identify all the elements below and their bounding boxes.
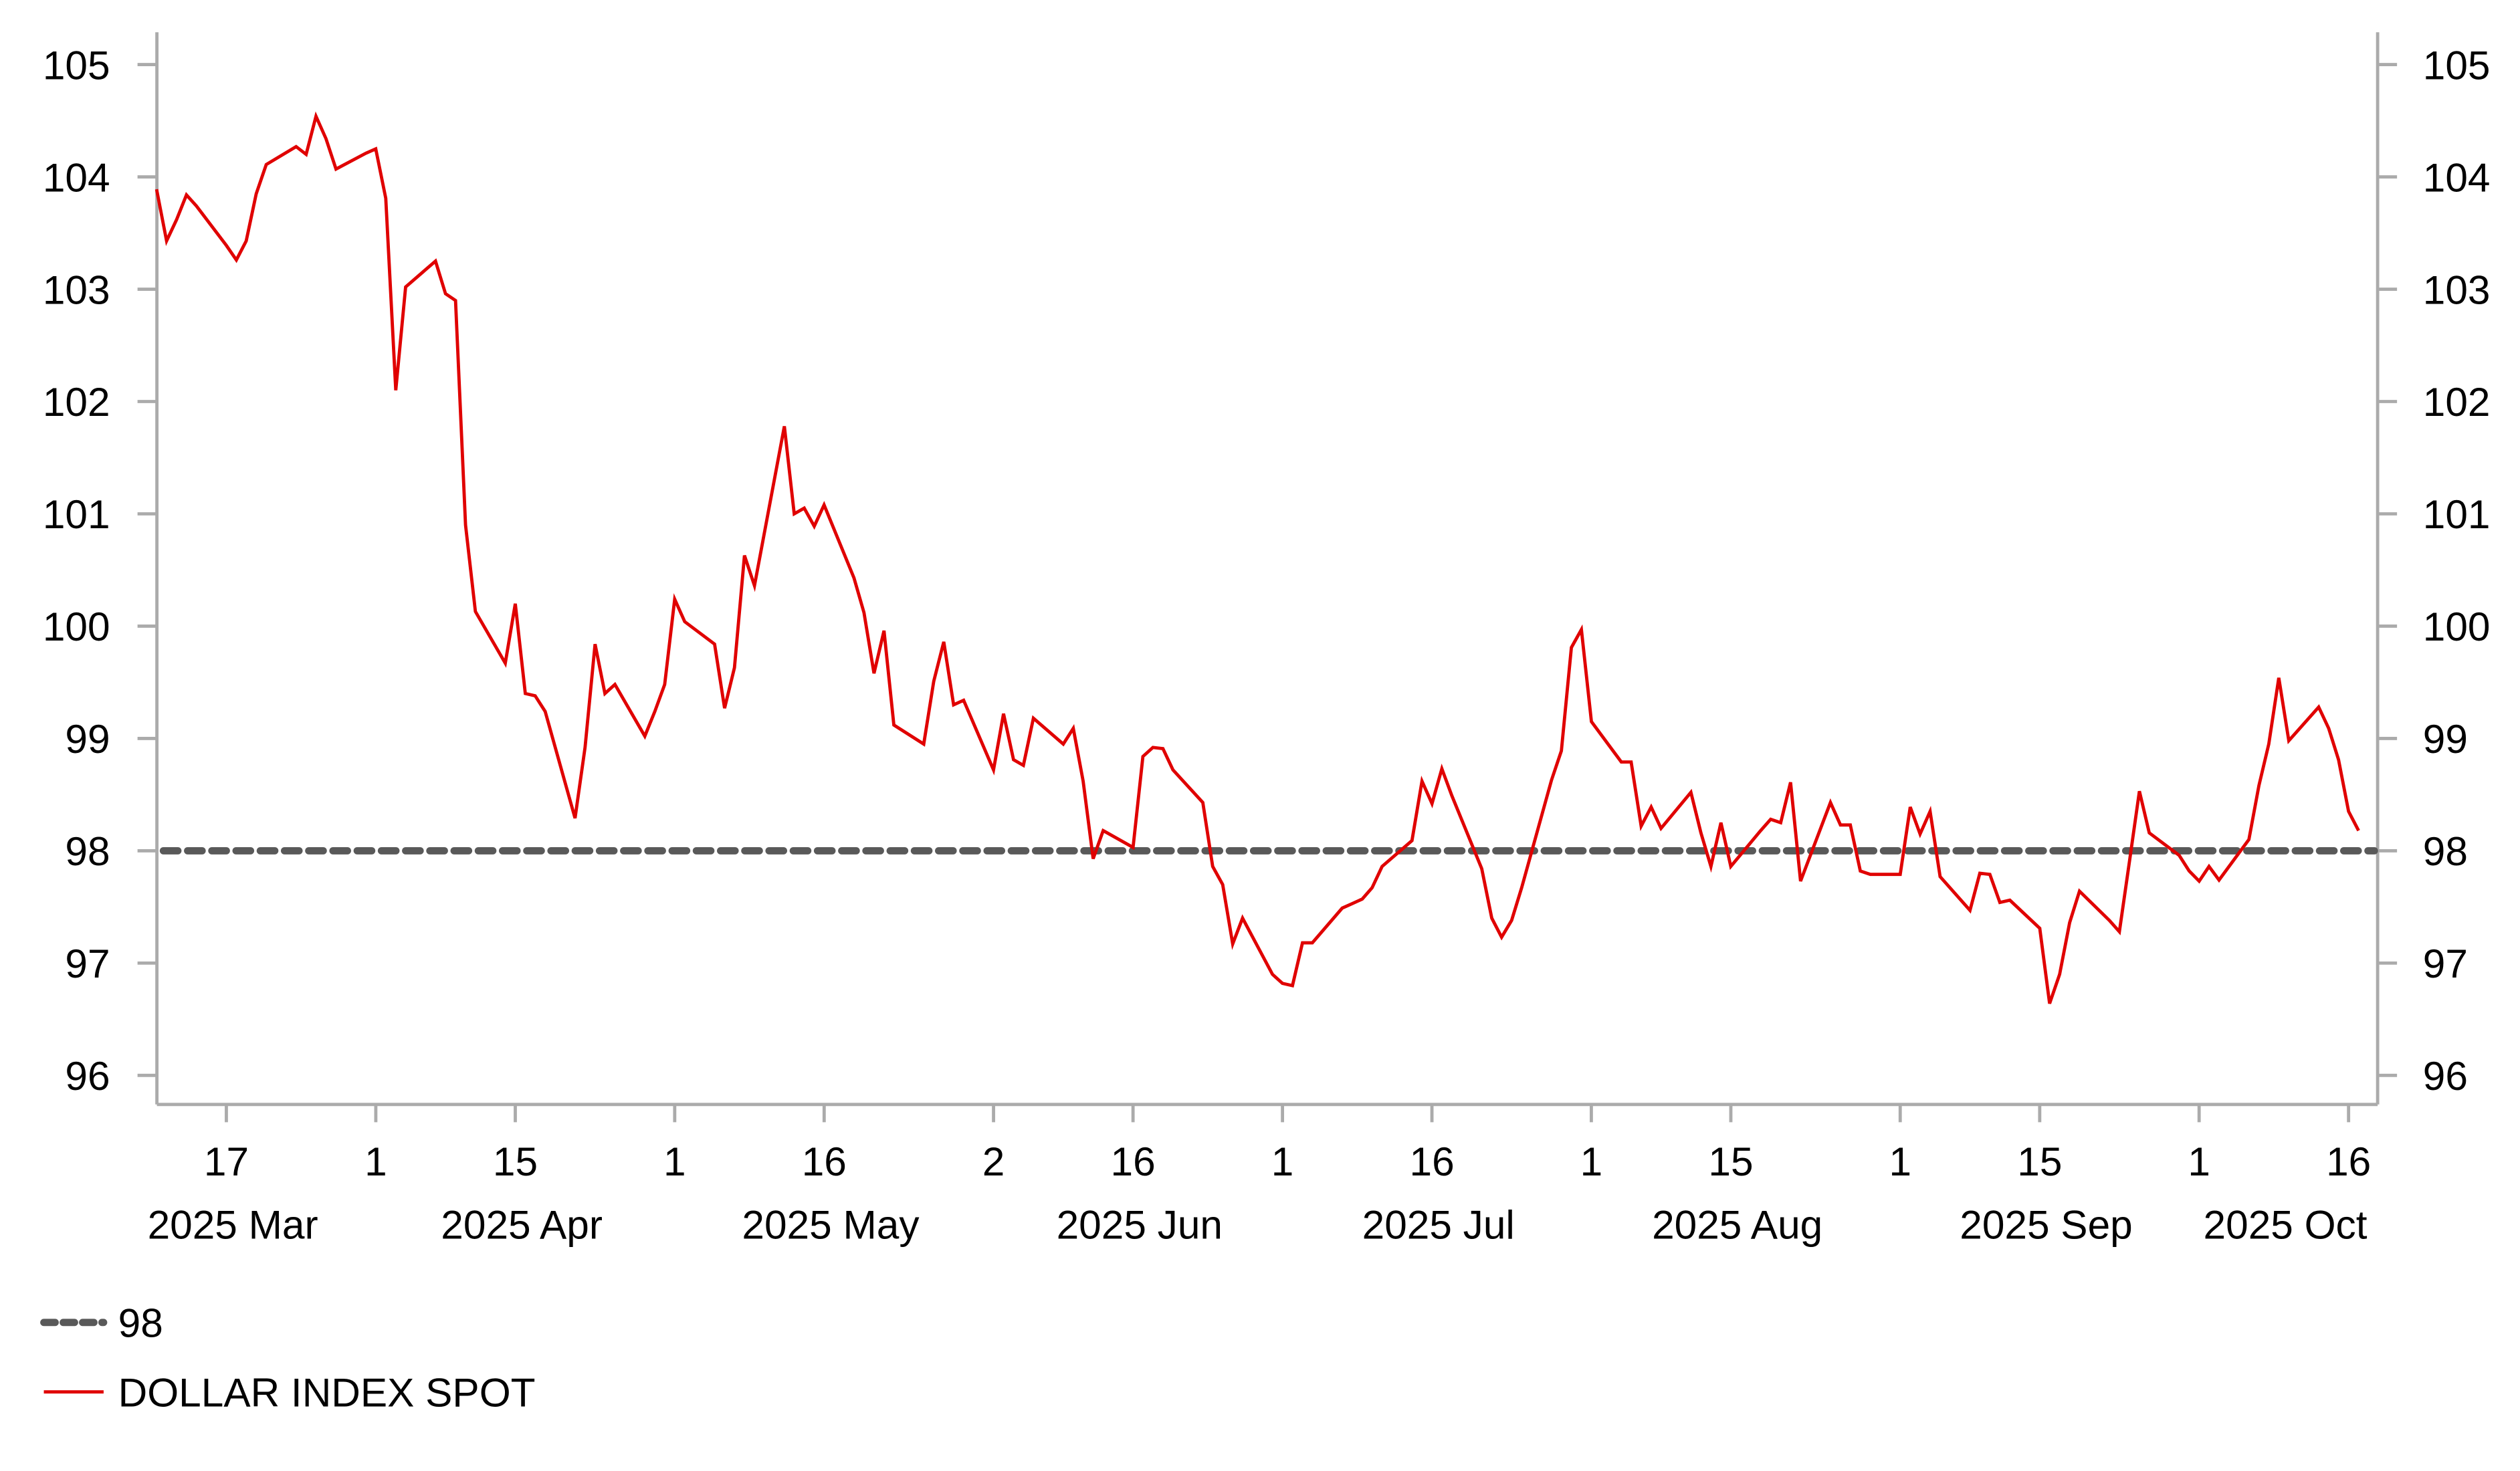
legend-label-98: 98 <box>118 1300 163 1346</box>
legend-label-dollar-index: DOLLAR INDEX SPOT <box>118 1369 536 1415</box>
right-y-tick-label: 98 <box>2423 828 2468 874</box>
right-y-tick-label: 97 <box>2423 941 2468 986</box>
x-month-label: 2025 Apr <box>441 1202 603 1247</box>
left-y-tick-label: 105 <box>43 42 110 88</box>
left-y-tick-label: 97 <box>65 941 110 986</box>
legend: 98 DOLLAR INDEX SPOT <box>40 1300 536 1415</box>
x-month-label: 2025 Sep <box>1960 1202 2132 1247</box>
left-y-tick-label: 100 <box>43 604 110 649</box>
tick-labels: 96 96 97 97 98 98 99 99 100 100 101 101 102 102 103 103… <box>43 42 2491 1247</box>
right-y-tick-label: 104 <box>2423 154 2491 200</box>
left-y-tick-label: 98 <box>65 828 110 874</box>
right-y-tick-label: 105 <box>2423 42 2491 88</box>
x-tick-label: 1 <box>663 1139 686 1184</box>
x-tick-label: 15 <box>1708 1139 1753 1184</box>
x-tick-label: 1 <box>1889 1139 1911 1184</box>
x-tick-label: 2 <box>982 1139 1005 1184</box>
x-tick-label: 17 <box>204 1139 249 1184</box>
x-tick-label: 16 <box>1410 1139 1455 1184</box>
left-y-tick-label: 103 <box>43 267 110 312</box>
x-month-label: 2025 Jul <box>1362 1202 1515 1247</box>
x-tick-label: 1 <box>1580 1139 1603 1184</box>
x-tick-label: 16 <box>1111 1139 1156 1184</box>
x-tick-label: 1 <box>1271 1139 1294 1184</box>
right-y-tick-label: 101 <box>2423 491 2491 537</box>
left-y-tick-label: 102 <box>43 379 110 425</box>
left-y-tick-label: 101 <box>43 491 110 537</box>
x-tick-label: 1 <box>2188 1139 2210 1184</box>
right-y-tick-label: 100 <box>2423 604 2491 649</box>
right-y-tick-label: 103 <box>2423 267 2491 312</box>
left-y-tick-label: 104 <box>43 154 110 200</box>
right-y-tick-label: 102 <box>2423 379 2491 425</box>
x-month-label: 2025 Oct <box>2204 1202 2368 1247</box>
dollar-index-spot-line <box>154 111 2360 1004</box>
series-group <box>154 111 2360 1004</box>
x-month-label: 2025 Jun <box>1057 1202 1223 1247</box>
x-tick-label: 15 <box>2017 1139 2062 1184</box>
left-y-tick-label: 99 <box>65 716 110 762</box>
x-month-label: 2025 Aug <box>1652 1202 1822 1247</box>
x-tick-label: 16 <box>2326 1139 2371 1184</box>
left-y-tick-label: 96 <box>65 1053 110 1099</box>
x-month-label: 2025 Mar <box>148 1202 318 1247</box>
right-y-tick-label: 99 <box>2423 716 2468 762</box>
x-tick-label: 15 <box>493 1139 538 1184</box>
x-tick-label: 16 <box>802 1139 847 1184</box>
right-y-tick-label: 96 <box>2423 1053 2468 1099</box>
x-month-label: 2025 May <box>742 1202 920 1247</box>
x-tick-label: 1 <box>364 1139 387 1184</box>
axes <box>137 32 2398 1123</box>
